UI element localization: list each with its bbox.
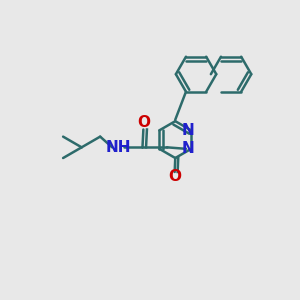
Text: N: N	[181, 141, 194, 156]
Text: N: N	[181, 123, 194, 138]
Text: O: O	[168, 169, 181, 184]
Text: NH: NH	[106, 140, 131, 155]
Text: O: O	[137, 116, 150, 130]
